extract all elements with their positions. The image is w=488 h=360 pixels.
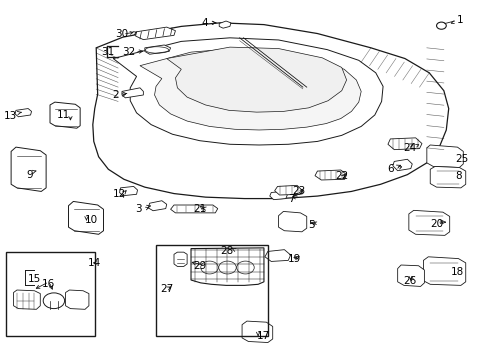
Text: 15: 15	[28, 274, 41, 284]
Text: 17: 17	[256, 332, 269, 342]
Polygon shape	[144, 45, 170, 54]
Text: 10: 10	[84, 215, 98, 225]
Text: 25: 25	[455, 154, 468, 164]
Polygon shape	[274, 185, 301, 195]
Polygon shape	[392, 159, 411, 171]
Text: 24: 24	[403, 143, 416, 153]
Text: 3: 3	[135, 204, 142, 214]
Polygon shape	[11, 147, 46, 192]
Text: 5: 5	[307, 220, 314, 230]
Polygon shape	[93, 23, 448, 199]
Polygon shape	[166, 47, 346, 112]
Text: 18: 18	[450, 267, 463, 277]
Text: 13: 13	[3, 111, 17, 121]
Polygon shape	[261, 69, 316, 90]
Polygon shape	[191, 248, 264, 285]
Text: 19: 19	[287, 254, 300, 264]
Text: 12: 12	[112, 189, 125, 199]
Polygon shape	[122, 88, 143, 98]
Polygon shape	[429, 166, 465, 188]
Polygon shape	[269, 192, 287, 200]
Text: 21: 21	[193, 204, 206, 214]
Text: 22: 22	[334, 171, 347, 181]
Polygon shape	[174, 252, 187, 266]
Text: 23: 23	[292, 186, 305, 197]
Polygon shape	[219, 21, 230, 28]
Text: 28: 28	[220, 246, 233, 256]
Text: 11: 11	[57, 110, 70, 120]
Text: 26: 26	[403, 276, 416, 286]
Polygon shape	[264, 249, 290, 261]
Polygon shape	[50, 102, 80, 128]
Text: 4: 4	[201, 18, 207, 28]
Polygon shape	[242, 321, 272, 342]
Text: 7: 7	[287, 194, 294, 203]
Polygon shape	[387, 138, 421, 150]
Text: 31: 31	[101, 47, 114, 57]
Polygon shape	[314, 170, 346, 180]
Polygon shape	[119, 186, 137, 196]
Text: 16: 16	[41, 279, 55, 289]
Polygon shape	[148, 201, 166, 211]
Text: 30: 30	[115, 29, 128, 39]
Text: 2: 2	[112, 90, 119, 100]
Polygon shape	[15, 109, 31, 117]
Polygon shape	[278, 211, 306, 232]
Text: 29: 29	[193, 261, 206, 271]
Bar	[156, 245, 267, 337]
Polygon shape	[397, 265, 424, 287]
Bar	[6, 252, 95, 337]
Polygon shape	[14, 290, 40, 309]
Polygon shape	[423, 257, 465, 285]
Polygon shape	[140, 49, 361, 130]
Text: 6: 6	[386, 164, 393, 174]
Polygon shape	[68, 202, 103, 234]
Polygon shape	[113, 38, 382, 145]
Text: 14: 14	[88, 258, 101, 268]
Text: 1: 1	[456, 15, 463, 25]
Polygon shape	[426, 145, 462, 167]
Text: 9: 9	[26, 170, 33, 180]
Polygon shape	[135, 27, 175, 40]
Text: 20: 20	[429, 219, 443, 229]
Polygon shape	[170, 205, 217, 213]
Text: 32: 32	[122, 47, 135, 57]
Polygon shape	[408, 210, 449, 235]
Text: 27: 27	[160, 284, 173, 294]
Text: 8: 8	[454, 171, 461, 181]
Polygon shape	[65, 290, 89, 309]
